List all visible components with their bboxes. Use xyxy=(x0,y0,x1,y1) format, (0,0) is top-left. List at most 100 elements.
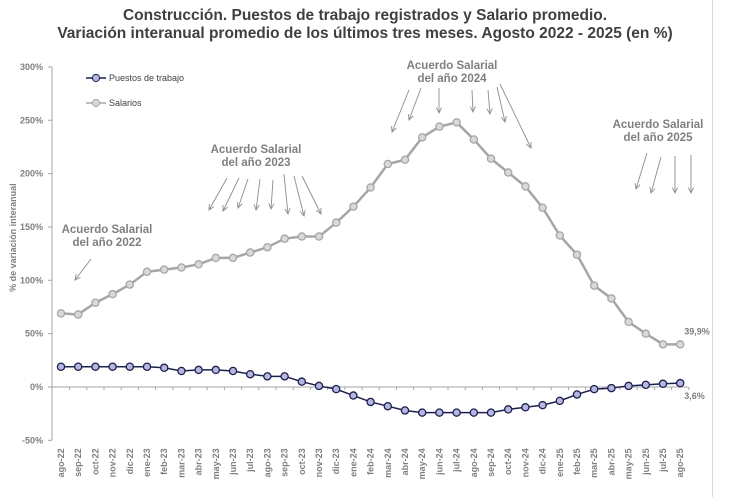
chart-title-line2: Variación interanual promedio de los últ… xyxy=(57,25,673,42)
x-tick-label: ago-24 xyxy=(469,448,479,477)
data-point xyxy=(245,248,255,257)
arrow-icon xyxy=(499,83,532,149)
data-point xyxy=(383,401,393,411)
data-point xyxy=(125,362,135,371)
annotation-text: Acuerdo Salarial xyxy=(62,224,153,236)
data-point xyxy=(538,400,547,410)
x-tick-label: abr-24 xyxy=(400,448,410,475)
data-point xyxy=(142,267,152,277)
arrow-icon xyxy=(496,86,506,123)
data-point xyxy=(521,182,530,191)
x-tick-label: ago-22 xyxy=(56,448,66,477)
x-tick-label: mar-25 xyxy=(589,448,599,478)
x-tick-label: may-23 xyxy=(211,448,221,479)
data-point xyxy=(108,362,117,371)
data-point xyxy=(607,383,616,393)
x-tick-label: feb-25 xyxy=(572,448,582,475)
legend-label: Salarios xyxy=(109,98,142,108)
arrow-head-icon xyxy=(486,108,493,116)
data-point xyxy=(469,408,479,417)
arrow-head-icon xyxy=(435,107,443,115)
data-point xyxy=(572,390,582,399)
data-point xyxy=(331,384,341,394)
data-point xyxy=(263,242,272,252)
x-tick-label: dic-22 xyxy=(125,448,135,474)
x-tick-label: oct-22 xyxy=(90,448,100,475)
annotation-text: Acuerdo Salarial xyxy=(211,144,302,156)
annotation-text: del año 2025 xyxy=(623,132,693,144)
data-point xyxy=(211,365,221,375)
data-point xyxy=(211,253,221,263)
legend-label: Puestos de trabajo xyxy=(109,73,184,83)
x-tick-label: feb-23 xyxy=(159,448,169,475)
arrow-icon xyxy=(650,156,662,194)
arrow-head-icon xyxy=(236,201,243,209)
arrow-head-icon xyxy=(315,207,322,215)
y-tick-label: 300% xyxy=(20,62,43,72)
data-point xyxy=(400,406,410,415)
arrow-icon xyxy=(391,89,410,133)
x-tick-label: jul-25 xyxy=(658,448,668,473)
arrow-head-icon xyxy=(687,187,695,195)
arrow-head-icon xyxy=(526,141,532,149)
data-point xyxy=(263,372,272,381)
data-point xyxy=(675,340,685,349)
data-point xyxy=(245,369,255,379)
annotation-text: del año 2024 xyxy=(417,73,487,85)
data-point xyxy=(675,378,685,388)
data-point xyxy=(177,366,186,376)
x-tick-label: jun-25 xyxy=(641,448,651,476)
end-label: 3,6% xyxy=(684,391,705,401)
annotation-text: del año 2022 xyxy=(72,237,141,249)
data-point xyxy=(486,408,496,417)
data-point xyxy=(589,281,599,290)
data-point xyxy=(486,154,496,163)
data-point xyxy=(452,118,461,127)
right-border xyxy=(712,0,713,497)
data-point xyxy=(349,391,358,400)
data-point xyxy=(607,294,616,303)
x-tick-label: abr-23 xyxy=(194,448,204,475)
data-point xyxy=(194,365,203,375)
x-tick-label: may-24 xyxy=(417,448,427,479)
data-point xyxy=(228,366,238,376)
data-point xyxy=(297,232,307,241)
data-point xyxy=(641,329,651,338)
arrow-icon xyxy=(408,87,422,121)
arrow-head-icon xyxy=(284,208,291,216)
x-tick-label: sep-23 xyxy=(280,448,290,477)
data-point xyxy=(177,263,186,272)
chart-title-line1: Construcción. Puestos de trabajo registr… xyxy=(122,7,608,24)
data-point xyxy=(73,310,83,319)
arrow-icon xyxy=(270,179,274,210)
data-point xyxy=(452,408,461,417)
arrow-head-icon xyxy=(408,113,414,121)
arrow-head-icon xyxy=(222,204,228,212)
data-point xyxy=(383,159,393,169)
annotation-text: Acuerdo Salarial xyxy=(613,119,704,131)
arrow-head-icon xyxy=(671,187,679,195)
y-tick-label: 0% xyxy=(30,382,43,392)
arrow-icon xyxy=(222,177,240,212)
data-point xyxy=(641,380,651,390)
x-tick-label: ene-25 xyxy=(555,448,565,477)
annotation-text: del año 2023 xyxy=(221,157,290,169)
x-tick-label: abr-25 xyxy=(606,448,616,475)
annotation-text: Acuerdo Salarial xyxy=(407,60,498,72)
x-tick-label: nov-24 xyxy=(520,448,530,477)
data-point xyxy=(91,362,100,371)
x-tick-label: nov-23 xyxy=(314,448,324,477)
data-point xyxy=(589,384,599,394)
y-tick-label: 200% xyxy=(20,169,43,179)
data-point xyxy=(366,183,375,192)
data-point xyxy=(125,280,135,289)
arrow-icon xyxy=(635,152,648,190)
legend-marker xyxy=(91,73,101,83)
arrow-icon xyxy=(255,178,261,211)
y-tick-label: 150% xyxy=(20,222,43,232)
arrow-head-icon xyxy=(500,116,507,124)
data-point xyxy=(314,381,324,391)
x-tick-label: feb-24 xyxy=(366,448,376,475)
